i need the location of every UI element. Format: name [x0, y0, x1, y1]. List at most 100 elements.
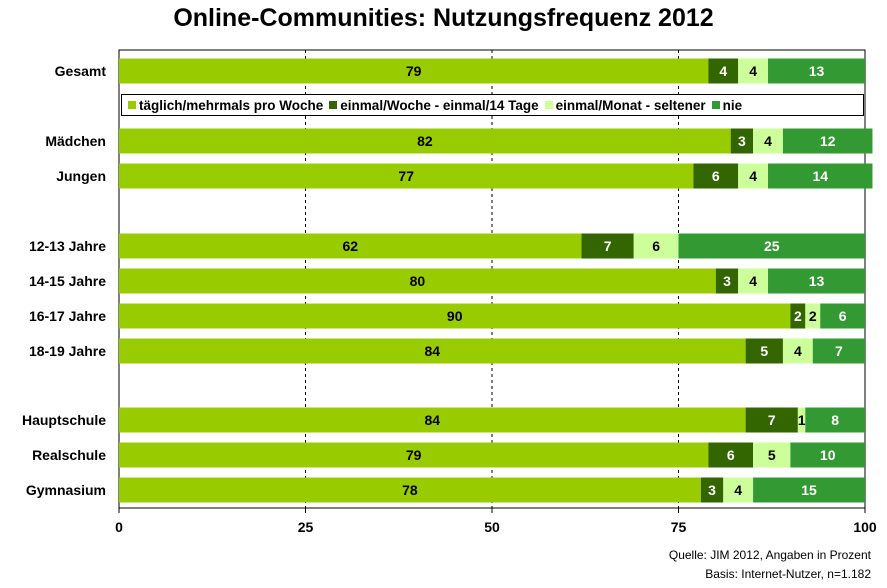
bar-segment: [633, 233, 679, 259]
legend-label: täglich/mehrmals pro Woche: [139, 97, 324, 113]
chart-title: Online-Communities: Nutzungsfrequenz 201…: [173, 4, 714, 32]
data-label: 79: [406, 63, 422, 79]
data-label: 4: [749, 273, 757, 289]
data-label: 84: [425, 343, 441, 359]
data-label: 2: [794, 308, 802, 324]
bar-segment: [730, 128, 754, 154]
legend-item-woechentlich: einmal/Woche - einmal/14 Tage: [329, 97, 539, 113]
data-label: 77: [398, 168, 414, 184]
data-label: 79: [406, 447, 422, 463]
x-tick-label: 0: [115, 519, 123, 535]
data-label: 13: [809, 273, 825, 289]
data-label: 8: [831, 412, 839, 428]
bar-segment: [119, 163, 694, 189]
legend-label: einmal/Monat - seltener: [555, 97, 706, 113]
bar-segment: [708, 58, 739, 84]
legend-item-taeglich: täglich/mehrmals pro Woche: [128, 98, 323, 113]
bar-segment: [782, 338, 813, 364]
data-label: 7: [835, 343, 843, 359]
legend-swatch: [544, 101, 553, 109]
bar-segment: [119, 338, 746, 364]
bar-segment: [805, 303, 821, 329]
bar-segment: [678, 233, 865, 259]
data-label: 14: [812, 168, 828, 184]
bar-segment: [119, 128, 731, 154]
legend-label: nie: [722, 97, 743, 113]
bar-segment: [753, 442, 791, 468]
data-label: 25: [764, 238, 780, 254]
x-tick-label: 25: [298, 519, 314, 535]
x-tick-label: 100: [853, 519, 877, 535]
x-tick-label: 75: [671, 519, 687, 535]
category-label: 14-15 Jahre: [29, 273, 106, 289]
source-line: Quelle: JIM 2012, Angaben in Prozent: [668, 548, 871, 562]
category-label: Hauptschule: [22, 412, 106, 428]
data-label: 6: [839, 308, 847, 324]
data-label: 5: [760, 343, 768, 359]
data-label: 3: [708, 482, 716, 498]
bar-segment: [768, 163, 873, 189]
bar-segment: [708, 442, 754, 468]
bar-segment: [723, 477, 754, 503]
bar-segment: [805, 407, 865, 433]
data-label: 4: [764, 133, 772, 149]
bar-segment: [119, 233, 582, 259]
bar-segment: [738, 58, 769, 84]
category-label: Realschule: [32, 447, 106, 463]
data-label: 13: [809, 63, 825, 79]
bar-segment: [119, 58, 709, 84]
legend-swatch: [128, 101, 136, 109]
data-label: 7: [768, 412, 776, 428]
bar-segment: [581, 233, 634, 259]
legend: täglich/mehrmals pro Woche einmal/Woche …: [121, 94, 864, 116]
data-label: 7: [604, 238, 612, 254]
category-label: Gesamt: [55, 63, 107, 79]
bar-segment: [119, 407, 746, 433]
legend-swatch: [711, 101, 720, 109]
bar-segment: [715, 268, 739, 294]
bar-segment: [119, 303, 791, 329]
bar-segment: [782, 128, 873, 154]
bar-segment: [790, 442, 865, 468]
data-label: 6: [712, 168, 720, 184]
category-label: Jungen: [56, 168, 106, 184]
bar-segment: [753, 477, 865, 503]
category-label: 18-19 Jahre: [29, 343, 106, 359]
data-label: 90: [447, 308, 463, 324]
data-label: 1: [798, 412, 806, 428]
category-label: Gymnasium: [26, 482, 106, 498]
legend-swatch: [329, 101, 338, 109]
bar-segment: [790, 303, 806, 329]
x-tick-label: 50: [484, 519, 500, 535]
data-label: 4: [734, 482, 742, 498]
legend-label: einmal/Woche - einmal/14 Tage: [340, 97, 539, 113]
data-label: 4: [749, 63, 757, 79]
data-label: 62: [342, 238, 358, 254]
data-label: 4: [749, 168, 757, 184]
data-label: 3: [723, 273, 731, 289]
data-label: 78: [402, 482, 418, 498]
bar-segment: [745, 338, 783, 364]
data-label: 4: [719, 63, 727, 79]
category-label: Mädchen: [45, 133, 106, 149]
data-label: 3: [738, 133, 746, 149]
data-label: 82: [417, 133, 433, 149]
data-label: 10: [820, 447, 836, 463]
data-label: 6: [727, 447, 735, 463]
data-label: 80: [410, 273, 426, 289]
data-label: 12: [820, 133, 836, 149]
bar-segment: [738, 268, 769, 294]
bar-segment: [700, 477, 724, 503]
bar-segment: [753, 128, 783, 154]
data-label: 15: [801, 482, 817, 498]
bar-segment: [812, 338, 865, 364]
category-label: 16-17 Jahre: [29, 308, 106, 324]
data-label: 84: [425, 412, 441, 428]
source-note: Quelle: JIM 2012, Angaben in Prozent Bas…: [669, 546, 871, 584]
bar-segment: [797, 407, 806, 433]
legend-item-monatlich: einmal/Monat - seltener: [544, 97, 706, 113]
data-label: 6: [652, 238, 660, 254]
basis-line: Basis: Internet-Nutzer, n=1.182: [705, 567, 871, 581]
bar-segment: [119, 442, 709, 468]
